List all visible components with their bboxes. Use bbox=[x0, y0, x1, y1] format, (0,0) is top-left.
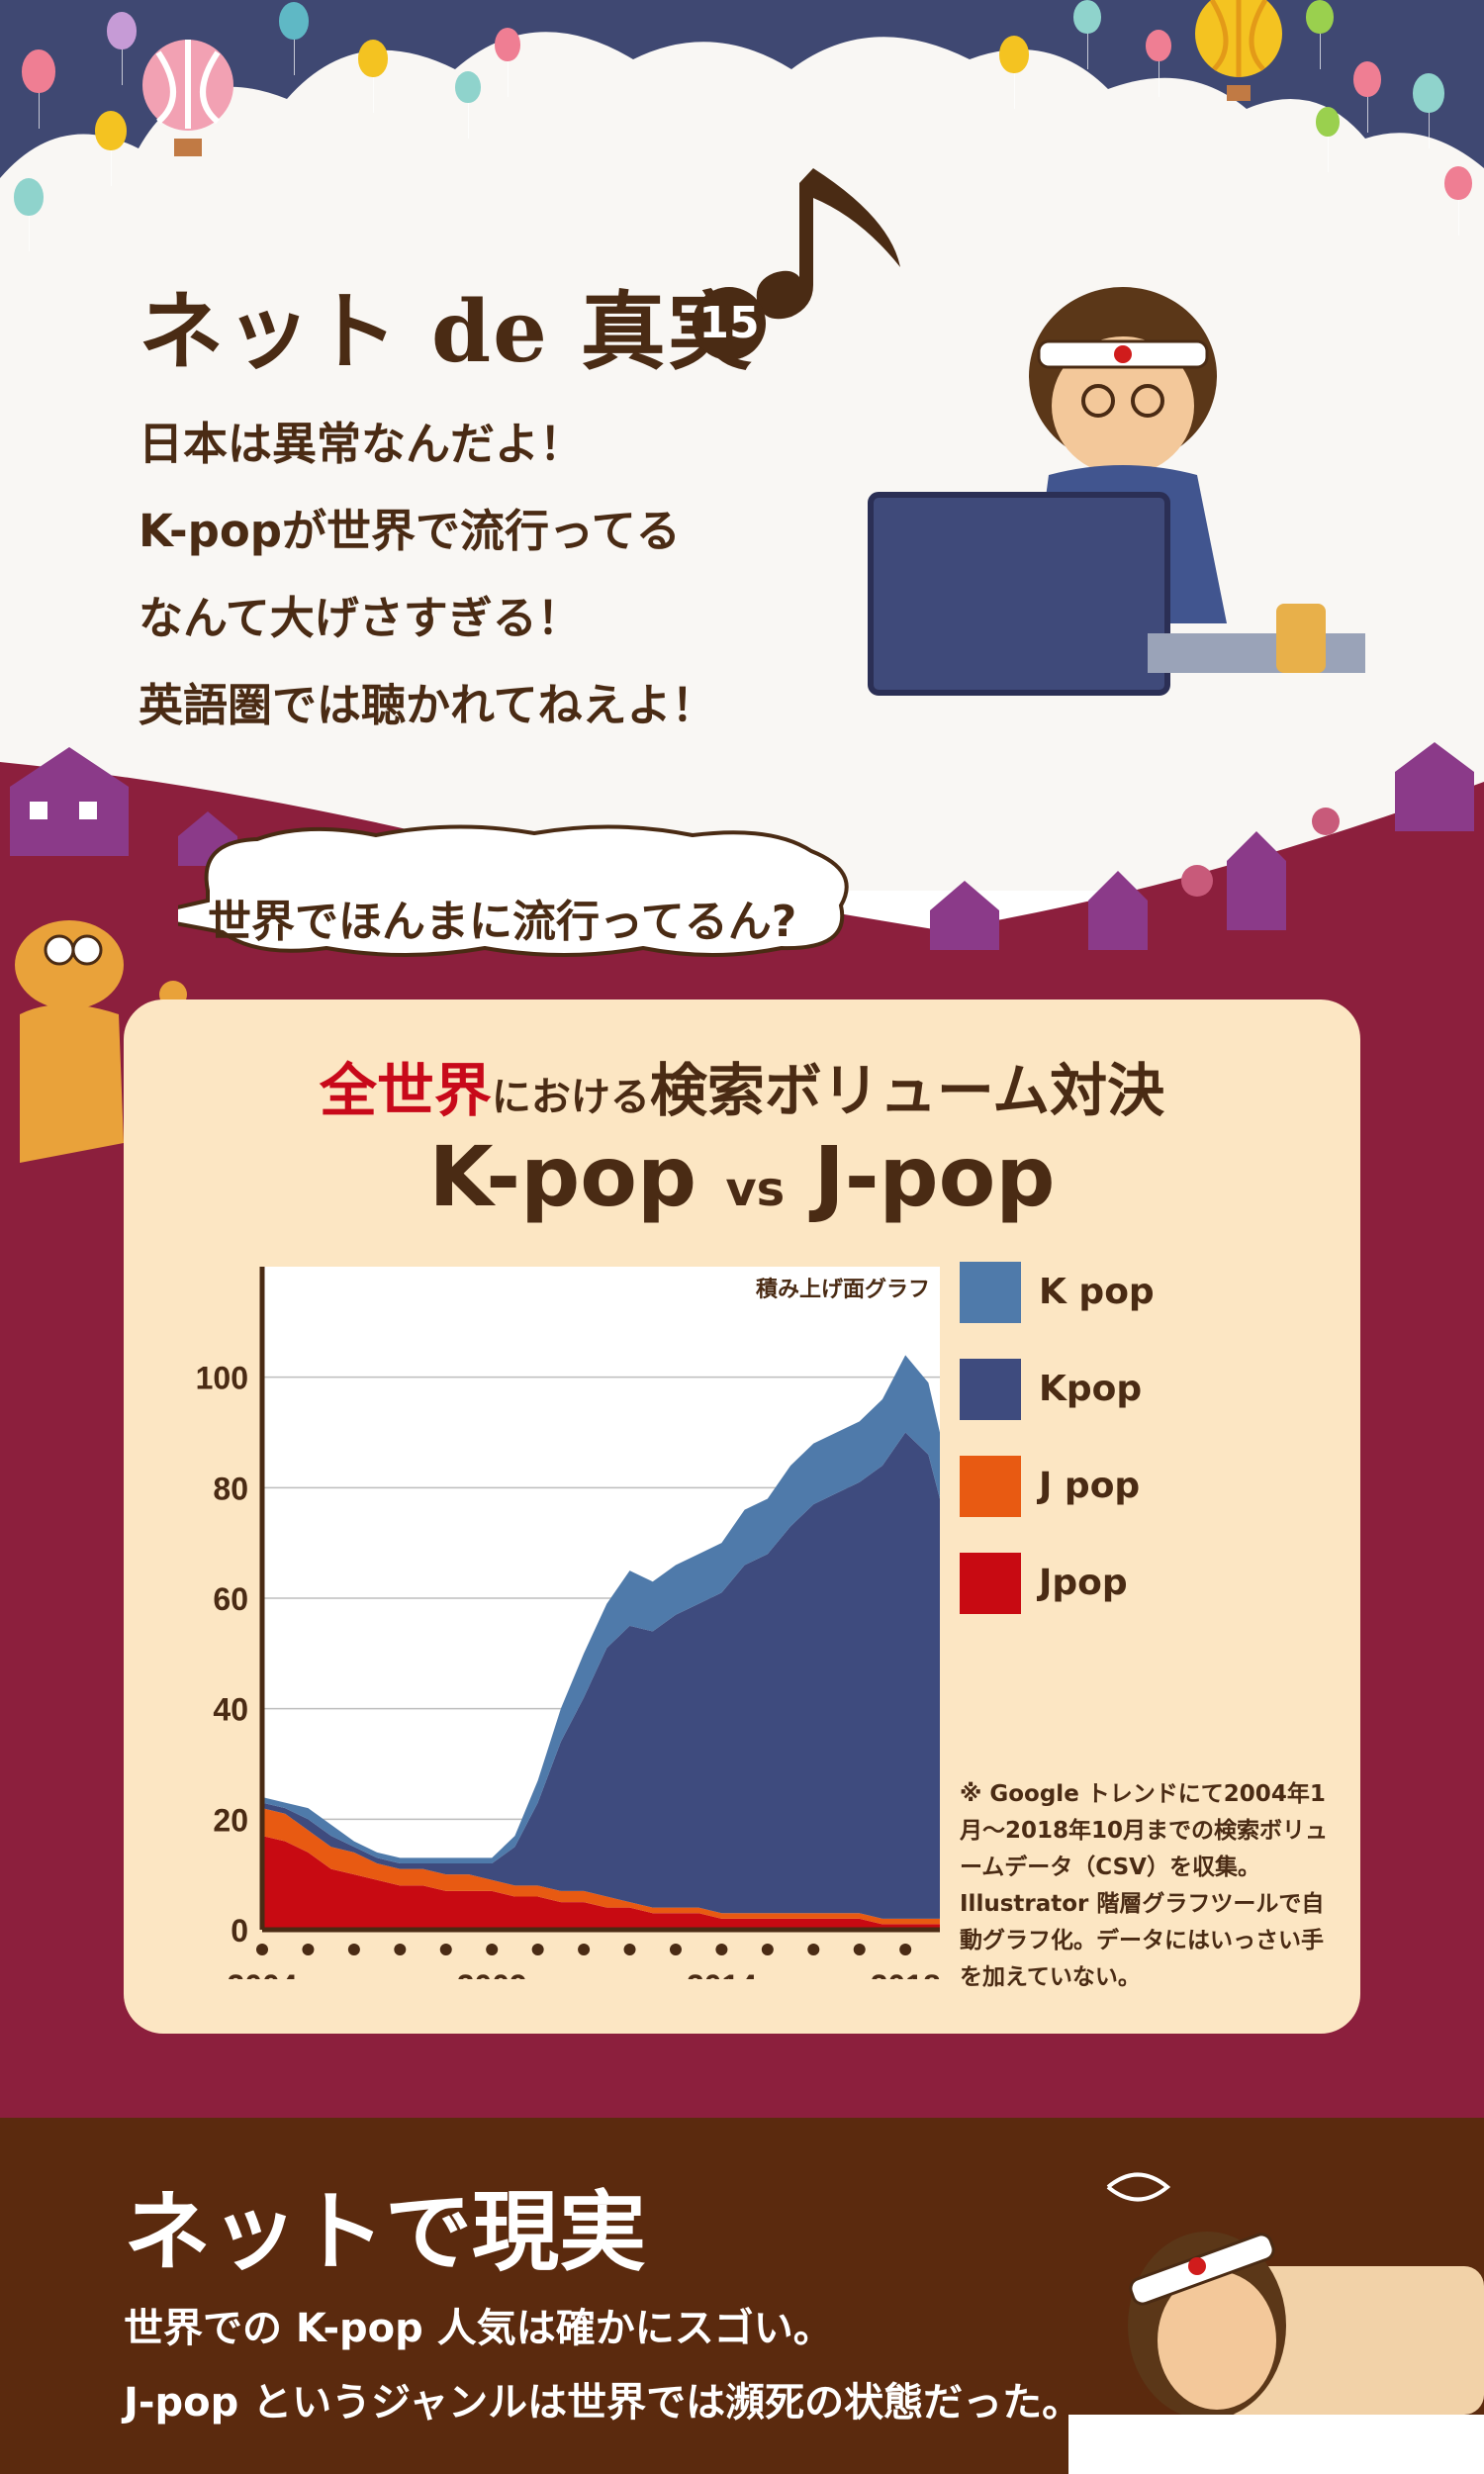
headline-particle: における bbox=[491, 1075, 650, 1120]
headline-rest: 検索ボリューム対決 bbox=[649, 1057, 1165, 1124]
x-tick-label: 2014 bbox=[687, 1968, 757, 1979]
balloon-icon bbox=[1073, 0, 1101, 69]
balloon-icon bbox=[279, 2, 309, 75]
x-tick-dot bbox=[439, 1944, 452, 1955]
area-series-kpop bbox=[262, 1432, 940, 1919]
versus-mid: vs bbox=[725, 1162, 786, 1217]
legend-item-j-pop: J pop bbox=[960, 1456, 1316, 1553]
legend-swatch bbox=[960, 1553, 1021, 1614]
headline-emphasis: 全世界 bbox=[319, 1057, 492, 1124]
versus-left: K-pop bbox=[428, 1128, 697, 1225]
chart-legend: K pop Kpop J pop Jpop bbox=[960, 1262, 1316, 1650]
y-tick-label: 80 bbox=[213, 1471, 248, 1506]
question-bubble-text: 世界でほんまに流行ってるん? bbox=[208, 897, 797, 947]
y-tick-label: 20 bbox=[213, 1802, 248, 1838]
legend-swatch bbox=[960, 1359, 1021, 1420]
music-note-icon bbox=[756, 168, 900, 320]
character-at-laptop-illustration bbox=[868, 287, 1365, 696]
x-tick-dot bbox=[807, 1944, 820, 1955]
y-tick-label: 60 bbox=[213, 1581, 248, 1617]
x-tick-label: 2004 bbox=[227, 1968, 297, 1979]
x-tick-dot bbox=[899, 1944, 912, 1955]
series-title: ネット de 真実 bbox=[139, 282, 755, 382]
collapsed-character-illustration bbox=[1068, 2172, 1484, 2474]
y-tick-label: 100 bbox=[196, 1361, 248, 1396]
hot-air-balloon-icon bbox=[1195, 0, 1282, 101]
village-illustration-right bbox=[930, 742, 1474, 950]
episode-number-badge: 15 bbox=[693, 287, 766, 360]
x-tick-dot bbox=[669, 1944, 682, 1955]
source-note: ※ Google トレンドにて2004年1月～2018年10月までの検索ボリュー… bbox=[960, 1781, 1329, 1990]
x-tick-dot bbox=[302, 1944, 315, 1955]
versus-right: J-pop bbox=[813, 1128, 1056, 1225]
balloon-icon bbox=[1413, 73, 1444, 148]
claim-line: K-popが世界で流行ってる bbox=[139, 505, 681, 557]
chart-subtitle: 積み上げ面グラフ bbox=[756, 1277, 930, 1302]
y-tick-label: 0 bbox=[231, 1913, 248, 1949]
x-tick-dot bbox=[761, 1944, 774, 1955]
legend-label: Jpop bbox=[1039, 1563, 1128, 1603]
village-illustration-left bbox=[10, 747, 237, 866]
legend-swatch bbox=[960, 1262, 1021, 1323]
claim-line: なんて大げさすぎる！ bbox=[139, 592, 582, 644]
claim-line: 日本は異常なんだよ！ bbox=[139, 418, 585, 470]
speech-bubble bbox=[178, 824, 849, 957]
chart-panel: 全世界における検索ボリューム対決 K-pop vs J-pop 0 20 40 60 8… bbox=[124, 999, 1360, 2034]
balloon-icon bbox=[455, 71, 481, 139]
legend-label: Kpop bbox=[1039, 1369, 1143, 1409]
legend-label: J pop bbox=[1039, 1466, 1141, 1506]
x-tick-dot bbox=[256, 1944, 268, 1955]
legend-swatch bbox=[960, 1456, 1021, 1517]
claim-line: 英語圏では聴かれてねえよ！ bbox=[139, 679, 716, 731]
balloon-icon bbox=[95, 111, 127, 186]
balloon-icon bbox=[107, 12, 137, 85]
area-series-j-pop bbox=[262, 1808, 940, 1925]
x-tick-label: 2009 bbox=[457, 1968, 527, 1979]
footer-title: ネットで現実 bbox=[124, 2180, 647, 2283]
balloon-icon bbox=[22, 49, 55, 129]
x-tick-dot bbox=[347, 1944, 360, 1955]
x-tick-dot bbox=[578, 1944, 591, 1955]
area-series-jpop bbox=[262, 1836, 940, 1930]
y-tick-label: 40 bbox=[213, 1692, 248, 1728]
legend-item-kpop: Kpop bbox=[960, 1359, 1316, 1456]
x-tick-dot bbox=[394, 1944, 407, 1955]
balloon-icon bbox=[1316, 107, 1340, 172]
footer-line: 世界での K-pop 人気は確かにスゴい。 bbox=[124, 2306, 833, 2351]
hot-air-balloon-icon bbox=[142, 40, 233, 156]
balloon-icon bbox=[358, 40, 388, 113]
claims-block: 日本は異常なんだよ！ K-popが世界で流行ってる なんて大げさすぎる！ 英語圏… bbox=[139, 401, 851, 749]
stacked-area-chart: 0 20 40 60 80 100 2004 2009 2014 2018 積み上げ面グラフ bbox=[196, 1267, 941, 1979]
chart-versus-title: K-pop vs J-pop bbox=[124, 1128, 1360, 1225]
x-tick-dot bbox=[853, 1944, 866, 1955]
footer-line: J-pop というジャンルは世界では瀕死の状態だった。 bbox=[124, 2380, 1082, 2426]
legend-label: K pop bbox=[1039, 1272, 1155, 1312]
chart-headline: 全世界における検索ボリューム対決 bbox=[124, 1044, 1360, 1127]
balloon-icon bbox=[999, 36, 1029, 109]
x-tick-dot bbox=[715, 1944, 728, 1955]
x-tick-label: 2018 bbox=[871, 1968, 941, 1979]
balloon-icon bbox=[1444, 166, 1472, 236]
x-tick-dot bbox=[623, 1944, 636, 1955]
x-tick-dot bbox=[531, 1944, 544, 1955]
balloon-icon bbox=[1306, 0, 1334, 69]
balloon-icon bbox=[1353, 61, 1381, 133]
legend-item-jpop: Jpop bbox=[960, 1553, 1316, 1650]
balloon-icon bbox=[14, 178, 44, 251]
balloon-icon bbox=[495, 28, 520, 97]
legend-item-k-pop: K pop bbox=[960, 1262, 1316, 1359]
balloon-icon bbox=[1146, 30, 1171, 97]
x-tick-dot bbox=[486, 1944, 499, 1955]
